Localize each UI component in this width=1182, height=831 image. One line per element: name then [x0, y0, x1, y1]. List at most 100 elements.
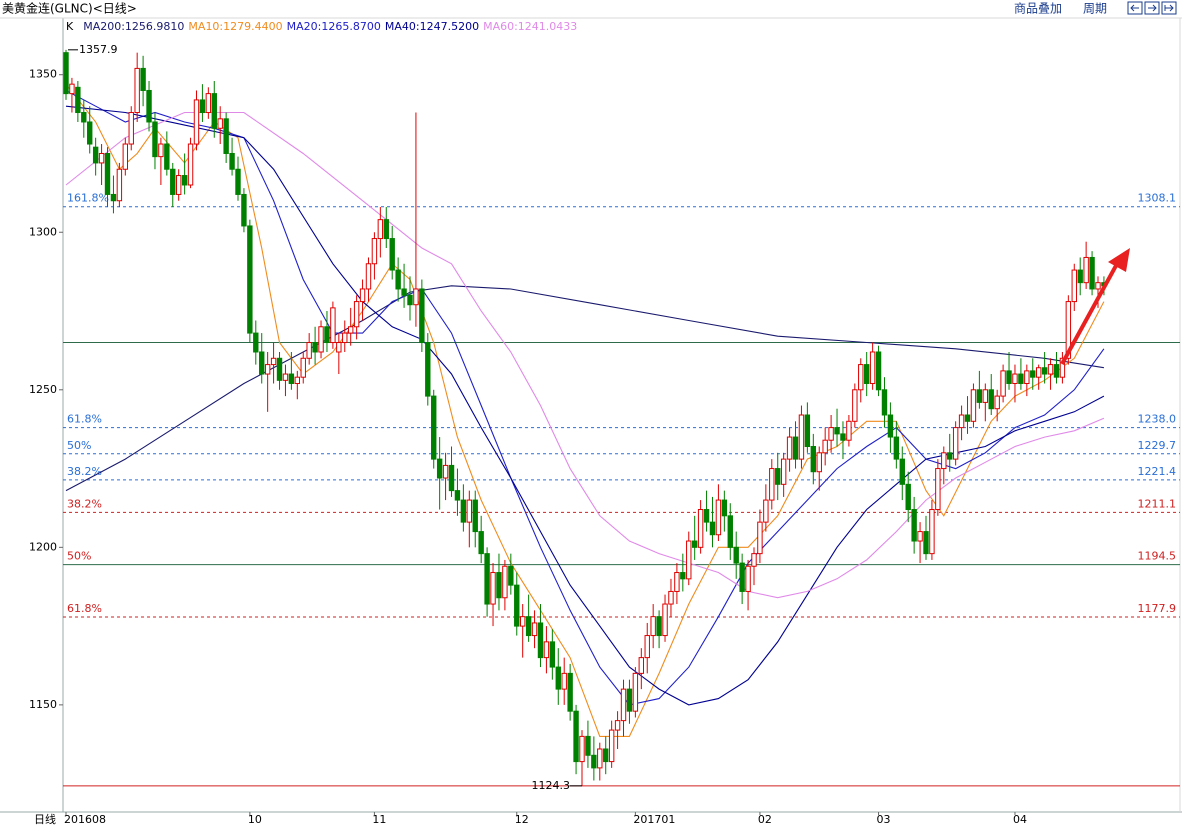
- candle-body: [917, 531, 923, 542]
- legend-entry: MA40:1247.5200: [385, 20, 479, 33]
- candle-body: [496, 572, 502, 599]
- candle-body: [792, 436, 799, 460]
- candle-body: [769, 468, 775, 501]
- candle-body: [703, 509, 710, 523]
- arrow-head: [1108, 248, 1130, 272]
- candle-body: [199, 99, 206, 114]
- candle-body: [947, 452, 953, 460]
- candle-body: [893, 436, 900, 460]
- candle-body: [846, 420, 852, 441]
- candle-body: [751, 553, 757, 567]
- candle-body: [264, 364, 271, 375]
- candle-body: [170, 168, 176, 195]
- fib-level-percent: 61.8%: [67, 602, 102, 615]
- candle-body: [1006, 370, 1012, 384]
- candle-body: [342, 332, 348, 344]
- candle-body: [460, 499, 467, 523]
- candle-body: [122, 143, 129, 170]
- candle-body: [300, 357, 306, 378]
- candle-body: [81, 112, 87, 123]
- candle-body: [1095, 282, 1101, 290]
- candle-body: [620, 688, 627, 722]
- candle-body: [988, 389, 994, 410]
- candle-body: [561, 672, 567, 690]
- candle-body: [834, 427, 840, 435]
- candle-body: [775, 468, 781, 485]
- candle-body: [614, 720, 621, 731]
- x-tick-label: 03: [877, 813, 891, 826]
- candle-body: [223, 118, 229, 154]
- y-tick-label: 1300: [29, 225, 57, 238]
- candle-body: [816, 452, 822, 473]
- fib-level-percent: 38.2%: [67, 465, 102, 478]
- candle-body: [336, 342, 342, 353]
- candle-body: [425, 342, 431, 397]
- candle-body: [395, 269, 401, 290]
- candle-body: [555, 666, 561, 690]
- ma-line: [65, 111, 1105, 599]
- candle-body: [407, 294, 413, 306]
- candle-body: [674, 572, 680, 592]
- candle-body: [152, 121, 158, 158]
- high-annotation: 1357.9: [79, 43, 118, 56]
- candle-body: [697, 509, 704, 548]
- candle-body: [146, 89, 152, 123]
- y-tick-label: 1350: [29, 68, 57, 81]
- nav-icon-glyph: [1164, 4, 1174, 12]
- toolbar-button[interactable]: 周期: [1083, 2, 1107, 16]
- candle-body: [863, 364, 870, 384]
- candle-body: [318, 326, 324, 353]
- candle-body: [519, 616, 526, 627]
- candle-body: [638, 657, 645, 674]
- fib-level-percent: 61.8%: [67, 413, 102, 426]
- candle-body: [92, 146, 99, 164]
- candle-body: [1065, 301, 1072, 359]
- nav-icons: [1127, 1, 1177, 15]
- candle-body: [1071, 269, 1077, 303]
- candle-body: [763, 499, 769, 523]
- candle-body: [531, 622, 538, 637]
- candle-body: [567, 672, 573, 712]
- toolbar-button[interactable]: 商品叠加: [1014, 1, 1062, 16]
- candle-body: [994, 395, 1000, 410]
- nav-icon-glyph: [1148, 4, 1157, 12]
- candle-body: [875, 351, 882, 391]
- candle-body: [680, 572, 686, 580]
- nav-icon-glyph: [1130, 4, 1139, 12]
- candle-body: [597, 748, 603, 769]
- candle-body: [852, 389, 858, 422]
- candle-body: [389, 238, 395, 271]
- candle-body: [312, 342, 318, 353]
- candle-body: [253, 332, 259, 353]
- candle-body: [217, 118, 223, 129]
- candle-body: [1083, 256, 1089, 284]
- candle-body: [502, 565, 508, 599]
- candle-body: [359, 288, 366, 303]
- candle-body: [247, 225, 253, 334]
- candle-body: [75, 86, 81, 114]
- candle-body: [1089, 256, 1095, 290]
- candle-body: [709, 521, 716, 536]
- candle-body: [164, 143, 170, 170]
- levels: 161.8% 1308.1 61.8% 1238.0 50% 1229.7 38.2% 122…: [63, 192, 1180, 787]
- candle-body: [1053, 364, 1060, 378]
- candle-body: [181, 175, 188, 186]
- fib-level-price: 1308.1: [1138, 192, 1177, 205]
- y-tick-label: 1150: [29, 698, 57, 711]
- fib-level-price: 1221.4: [1138, 465, 1177, 478]
- legend-entry: MA20:1265.8700: [287, 20, 381, 33]
- candle-body: [650, 616, 656, 637]
- candle-body: [644, 635, 650, 659]
- candle-body: [733, 546, 739, 564]
- candle-body: [591, 754, 597, 769]
- legend-entry: MA10:1279.4400: [188, 20, 282, 33]
- candle-body: [626, 688, 633, 712]
- candle-body: [377, 219, 384, 240]
- candle-body: [241, 193, 247, 227]
- trend-arrow: [1060, 248, 1130, 365]
- low-annotation: 1124.3: [532, 779, 571, 792]
- candle-body: [484, 553, 490, 605]
- candle-body: [840, 433, 846, 441]
- candle-body: [727, 515, 733, 548]
- fib-level-price: 1177.9: [1138, 602, 1177, 615]
